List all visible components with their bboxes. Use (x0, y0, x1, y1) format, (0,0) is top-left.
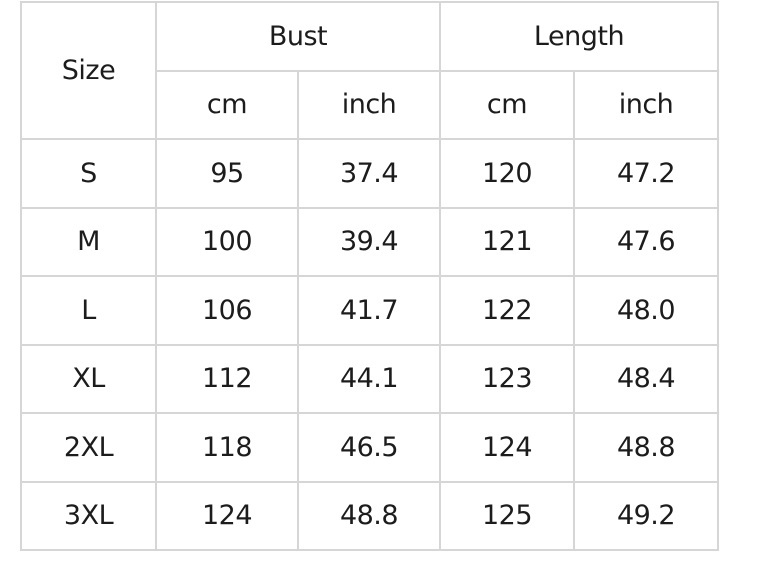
bust-inch-cell: 41.7 (297, 275, 441, 346)
bust-cm-cell: 112 (155, 343, 299, 414)
size-cell: S (20, 138, 157, 209)
bust-inch-cell: 44.1 (297, 343, 441, 414)
table-row: L 106 41.7 122 48.0 (20, 275, 719, 346)
bust-cm-cell: 95 (155, 138, 299, 209)
size-header: Size (20, 1, 157, 140)
bust-inch-cell: 48.8 (297, 480, 441, 551)
length-cm-cell: 125 (439, 480, 575, 551)
bust-cm-cell: 106 (155, 275, 299, 346)
table-row: M 100 39.4 121 47.6 (20, 206, 719, 277)
bust-inch-cell: 37.4 (297, 138, 441, 209)
size-cell: 2XL (20, 412, 157, 483)
unit-row: cm inch cm inch (21, 69, 719, 140)
table-row: S 95 37.4 120 47.2 (20, 138, 719, 209)
length-inch-cell: 48.0 (573, 275, 719, 346)
length-cm-cell: 122 (439, 275, 575, 346)
table-row: 2XL 118 46.5 124 48.8 (20, 412, 719, 483)
length-inch-header: inch (573, 69, 719, 140)
length-inch-cell: 48.4 (573, 343, 719, 414)
size-chart-table: Size Bust Length cm inch cm inch S 95 37.4… (20, 1, 719, 551)
length-inch-cell: 47.6 (573, 206, 719, 277)
length-inch-cell: 47.2 (573, 138, 719, 209)
length-cm-cell: 121 (439, 206, 575, 277)
length-inch-cell: 48.8 (573, 412, 719, 483)
length-inch-cell: 49.2 (573, 480, 719, 551)
bust-inch-cell: 39.4 (297, 206, 441, 277)
bust-header: Bust (155, 1, 441, 72)
table-row: 3XL 124 48.8 125 49.2 (20, 480, 719, 551)
length-cm-cell: 123 (439, 343, 575, 414)
bust-inch-cell: 46.5 (297, 412, 441, 483)
table-row: XL 112 44.1 123 48.4 (20, 343, 719, 414)
length-cm-cell: 124 (439, 412, 575, 483)
size-cell: 3XL (20, 480, 157, 551)
bust-cm-cell: 124 (155, 480, 299, 551)
size-cell: L (20, 275, 157, 346)
size-cell: M (20, 206, 157, 277)
length-header: Length (439, 1, 719, 72)
bust-cm-cell: 118 (155, 412, 299, 483)
bust-inch-header: inch (297, 69, 441, 140)
length-cm-header: cm (439, 69, 575, 140)
size-cell: XL (20, 343, 157, 414)
bust-cm-cell: 100 (155, 206, 299, 277)
length-cm-cell: 120 (439, 138, 575, 209)
bust-cm-header: cm (155, 69, 299, 140)
header-row: Size Bust Length (20, 1, 719, 140)
